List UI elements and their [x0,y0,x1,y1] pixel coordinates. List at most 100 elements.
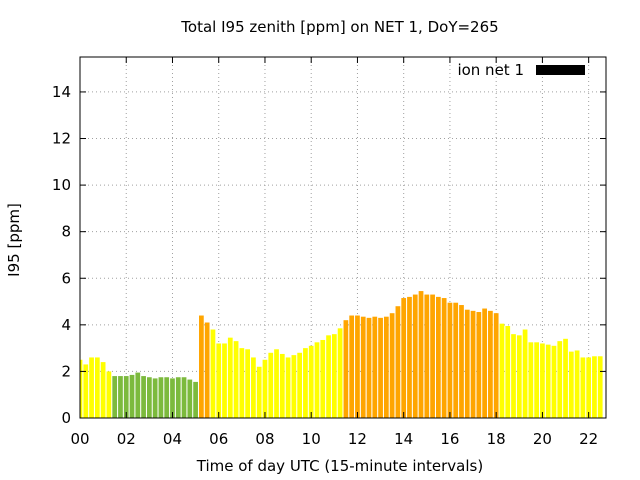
bar [89,357,94,418]
bar [389,313,395,418]
x-tick-label: 18 [487,430,506,448]
y-axis-label: I95 [ppm] [5,203,23,277]
x-tick-label: 06 [209,430,228,448]
bar [407,296,412,418]
bar [222,343,227,418]
bar [551,345,557,418]
bar [436,296,441,418]
legend-label: ion net 1 [457,61,524,79]
bar [337,328,343,418]
bar [563,338,568,418]
bar [534,342,540,418]
y-tick-label: 12 [52,130,71,148]
bar [505,326,511,418]
bar [94,357,100,418]
bar [291,355,297,418]
bar [493,313,499,418]
x-tick-label: 02 [117,430,136,448]
bar [395,306,401,418]
bar [441,298,447,418]
y-tick-label: 8 [61,223,71,241]
y-tick-label: 10 [52,176,71,194]
x-tick-label: 04 [163,430,182,448]
bar [100,362,106,418]
y-tick-label: 4 [61,316,71,334]
bar [378,317,383,418]
bar [279,353,285,418]
bar [135,372,141,418]
bar [424,294,430,418]
bar [239,348,245,418]
bar [187,379,193,418]
bar [568,351,574,418]
bar [210,329,216,418]
bars [80,291,603,418]
x-tick-label: 14 [394,430,413,448]
bar [557,341,563,418]
bar [453,302,459,418]
bar [430,294,435,418]
bar [245,349,250,418]
bar [528,342,534,418]
bar [262,359,268,418]
bar [320,339,326,418]
bar [383,316,389,418]
bar [227,337,233,418]
x-tick-label: 00 [70,430,89,448]
bar [540,343,545,418]
bar [499,323,505,418]
bar [447,302,453,418]
x-tick-label: 16 [440,430,459,448]
bar [106,371,112,418]
y-tick-label: 2 [61,362,71,380]
bar [574,350,580,418]
bar [592,356,597,418]
bar [366,317,372,418]
bar [204,322,210,418]
bar [545,344,551,418]
bar [349,315,355,418]
x-tick-label: 12 [348,430,367,448]
bar [80,359,83,418]
bar [256,366,262,418]
bar [372,316,378,418]
bar [193,381,198,418]
bar [360,316,366,418]
bar [516,335,522,418]
bar [297,352,303,418]
bar [83,364,89,418]
x-tick-label: 08 [255,430,274,448]
bar [314,342,320,418]
x-tick-label: 10 [302,430,321,448]
bar [216,343,222,418]
bar [199,315,204,418]
bar [152,378,158,418]
bar [482,308,487,418]
bar [268,352,274,418]
bar [308,345,314,418]
bar [175,377,181,418]
bar [464,309,470,418]
bar [112,376,118,418]
bar [158,377,164,418]
bar [580,357,586,418]
bar [233,341,239,418]
chart-title: Total I95 zenith [ppm] on NET 1, DoY=265 [180,18,498,36]
bar [118,376,123,418]
x-axis-label: Time of day UTC (15-minute intervals) [196,457,483,475]
bar [488,310,493,418]
bar [418,291,424,418]
bar [331,334,337,418]
bar [303,348,308,418]
bar [181,377,187,418]
bar [459,305,464,418]
plot-frame [79,56,607,419]
y-tick-label: 0 [61,409,71,427]
x-tick-label: 22 [579,430,598,448]
bar [251,357,256,418]
bar [164,377,170,418]
y-tick-label: 6 [61,269,71,287]
bar [597,356,603,418]
